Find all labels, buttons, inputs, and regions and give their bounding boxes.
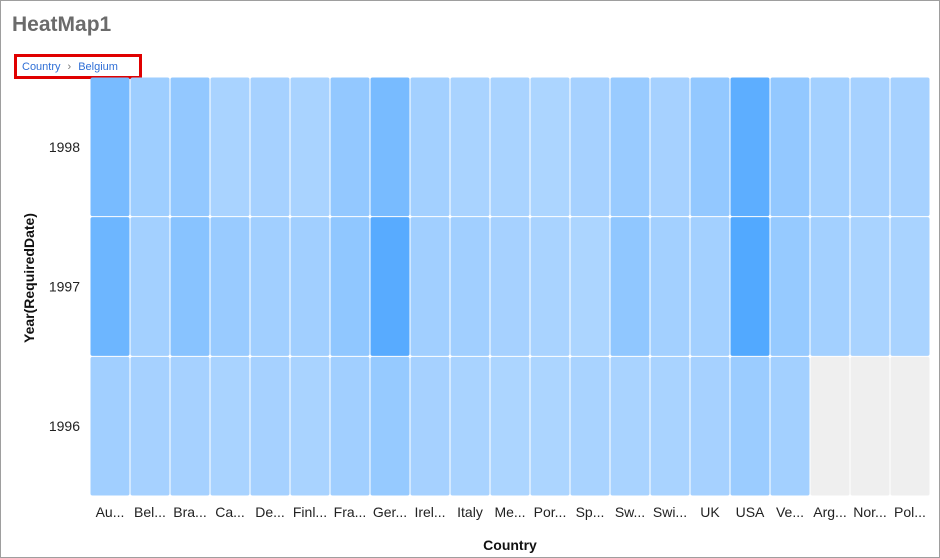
heatmap-cell[interactable] [330,77,370,217]
x-tick-label: Nor... [853,504,886,520]
x-tick-label: Arg... [813,504,846,520]
heatmap-cell[interactable] [570,356,610,496]
x-tick-label: Irel... [414,504,445,520]
heatmap-cell[interactable] [370,217,410,356]
heatmap-cell[interactable] [90,77,130,217]
heatmap-cell[interactable] [210,356,250,496]
heatmap-cell[interactable] [890,217,930,356]
x-tick-label: Por... [534,504,567,520]
heatmap-cell[interactable] [490,217,530,356]
heatmap-cell[interactable] [730,217,770,356]
heatmap-cell[interactable] [610,356,650,496]
heatmap-cell[interactable] [370,77,410,217]
heatmap-cell[interactable] [810,77,850,217]
heatmap-cell[interactable] [450,356,490,496]
x-tick-label: Finl... [293,504,327,520]
heatmap-cell[interactable] [90,217,130,356]
heatmap-cell[interactable] [530,356,570,496]
heatmap-cell[interactable] [730,356,770,496]
x-tick-label: Italy [457,504,483,520]
heatmap-cell[interactable] [610,217,650,356]
heatmap-cell[interactable] [410,77,450,217]
heatmap-cell[interactable] [410,217,450,356]
heatmap-cell[interactable] [650,356,690,496]
heatmap-cell[interactable] [170,77,210,217]
heatmap-cell[interactable] [490,356,530,496]
x-tick-label: Ca... [215,504,245,520]
heatmap-cell[interactable] [570,217,610,356]
x-tick-label: De... [255,504,285,520]
heatmap-cell[interactable] [250,217,290,356]
heatmap-cell[interactable] [850,217,890,356]
heatmap-cell[interactable] [530,77,570,217]
heatmap-cell[interactable] [890,77,930,217]
heatmap-cell[interactable] [250,77,290,217]
heatmap-cell[interactable] [690,356,730,496]
heatmap-cell[interactable] [530,217,570,356]
x-tick-label: Ger... [373,504,407,520]
heatmap-cell[interactable] [770,356,810,496]
heatmap-cell[interactable] [650,77,690,217]
heatmap-cell[interactable] [490,77,530,217]
heatmap-cell[interactable] [610,77,650,217]
x-tick-label: Fra... [334,504,367,520]
heatmap-cell[interactable] [130,356,170,496]
heatmap-cell[interactable] [850,77,890,217]
heatmap-cell[interactable] [890,356,930,496]
heatmap-cell[interactable] [330,217,370,356]
heatmap-cell[interactable] [850,356,890,496]
heatmap-cell[interactable] [810,217,850,356]
heatmap-cell[interactable] [90,356,130,496]
x-tick-label: Bel... [134,504,166,520]
heatmap-cell[interactable] [370,356,410,496]
heatmap-cell[interactable] [210,77,250,217]
x-tick-label: Ve... [776,504,804,520]
heatmap-cell[interactable] [130,77,170,217]
heatmap-cell[interactable] [250,356,290,496]
heatmap-cell[interactable] [770,77,810,217]
x-tick-label: UK [700,504,720,520]
y-tick-label: 1996 [49,418,80,434]
heatmap-cell[interactable] [290,77,330,217]
heatmap-cell[interactable] [770,217,810,356]
breadcrumb-item-country[interactable]: Country [22,60,61,73]
heatmap-cell[interactable] [130,217,170,356]
x-tick-label: Pol... [894,504,926,520]
x-tick-label: Sw... [615,504,645,520]
x-tick-label: USA [736,504,765,520]
y-tick-label: 1997 [49,279,80,295]
x-tick-label: Sp... [576,504,605,520]
breadcrumb: Country › Belgium [14,54,142,79]
heatmap-cell[interactable] [290,217,330,356]
heatmap-cell[interactable] [450,77,490,217]
heatmap-cell[interactable] [570,77,610,217]
x-tick-label: Me... [494,504,525,520]
x-axis-title: Country [483,537,537,553]
heatmap-cell[interactable] [810,356,850,496]
x-tick-label: Bra... [173,504,206,520]
y-tick-label: 1998 [49,139,80,155]
x-tick-label: Swi... [653,504,687,520]
y-axis-title: Year(RequiredDate) [21,213,37,343]
heatmap-cell[interactable] [290,356,330,496]
heatmap-cell[interactable] [650,217,690,356]
heatmap-cell[interactable] [170,217,210,356]
breadcrumb-item-belgium[interactable]: Belgium [78,60,118,73]
heatmap-cell[interactable] [450,217,490,356]
heatmap-cell[interactable] [410,356,450,496]
heatmap-cell[interactable] [730,77,770,217]
x-tick-label: Au... [96,504,125,520]
heatmap-cell[interactable] [170,356,210,496]
heatmap-cell[interactable] [690,77,730,217]
breadcrumb-separator-icon: › [67,60,72,73]
heatmap-cell[interactable] [210,217,250,356]
heatmap-cell[interactable] [690,217,730,356]
heatmap-cell[interactable] [330,356,370,496]
widget-title: HeatMap1 [12,13,112,36]
